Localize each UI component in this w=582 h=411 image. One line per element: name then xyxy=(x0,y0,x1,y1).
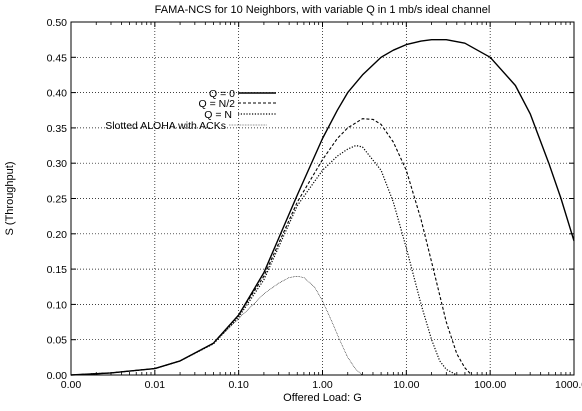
grid xyxy=(71,22,574,375)
y-axis: 0.00 0.05 0.10 0.15 0.20 0.25 0.30 0.35 0.40 0.45… xyxy=(47,17,574,382)
x-tick-label: 0.00 xyxy=(61,379,82,391)
series-line-2 xyxy=(70,118,473,376)
y-tick-label: 0.05 xyxy=(47,335,68,347)
series-line-3 xyxy=(70,144,458,376)
y-tick-label: 0.15 xyxy=(47,264,68,276)
legend-label: Q = N/2 xyxy=(199,98,236,110)
series-layer xyxy=(70,39,575,376)
y-tick-label: 0.25 xyxy=(47,194,68,206)
y-tick-label: 0.00 xyxy=(47,370,68,382)
y-tick-label: 0.40 xyxy=(47,88,68,100)
legend-label: Q = N xyxy=(204,109,232,121)
y-tick-label: 0.10 xyxy=(47,299,68,311)
y-axis-title: S (Throughput) xyxy=(4,162,16,236)
y-tick-label: 0.50 xyxy=(47,17,68,29)
legend-label: Slotted ALOHA with ACKs xyxy=(105,120,226,132)
x-tick-label: 100.00 xyxy=(474,379,506,391)
x-axis-title: Offered Load: G xyxy=(283,392,362,404)
x-tick-label: 1000.00 xyxy=(555,379,582,391)
legend-label: Q = 0 xyxy=(209,88,235,100)
x-tick-label: 0.10 xyxy=(228,379,249,391)
x-tick-label: 0.01 xyxy=(145,379,166,391)
y-tick-label: 0.45 xyxy=(47,52,68,64)
series-line-4 xyxy=(70,275,363,376)
x-tick-label: 1.00 xyxy=(312,379,333,391)
x-tick-label: 10.00 xyxy=(393,379,419,391)
y-tick-label: 0.30 xyxy=(47,158,68,170)
y-tick-label: 0.20 xyxy=(47,229,68,241)
x-axis: 0.00 0.01 0.10 1.00 10.00 100.00 1000.00 xyxy=(61,22,582,391)
chart-title: FAMA-NCS for 10 Neighbors, with variable… xyxy=(155,4,491,16)
series-line-1 xyxy=(70,39,575,376)
y-tick-label: 0.35 xyxy=(47,123,68,135)
